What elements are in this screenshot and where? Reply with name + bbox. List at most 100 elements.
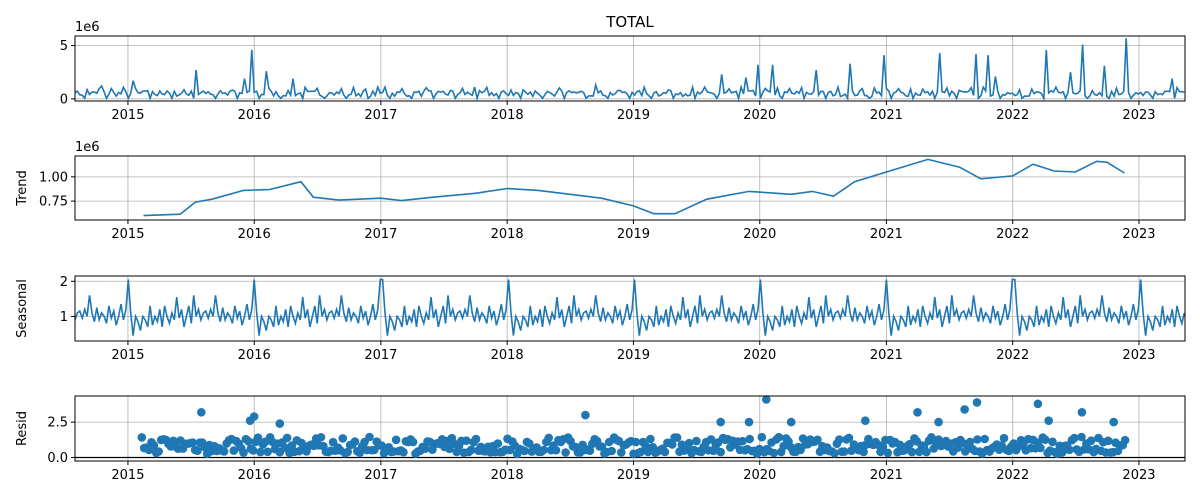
- resid-point: [769, 448, 779, 458]
- resid-point: [253, 433, 263, 443]
- resid-point: [219, 447, 229, 456]
- x-tick-label: 2023: [1122, 348, 1155, 363]
- y-axis-label: Resid: [15, 411, 30, 446]
- axes-frame: [74, 275, 1186, 342]
- resid-point: [907, 447, 917, 457]
- y-axis-label: Seasonal: [15, 279, 30, 338]
- x-tick-label: 2016: [238, 468, 271, 483]
- y-tick-label: 0.75: [39, 195, 68, 210]
- x-tick-label: 2019: [617, 468, 650, 483]
- x-tick-label: 2022: [996, 108, 1029, 123]
- x-tick-label: 2015: [111, 108, 144, 123]
- y-tick-label: 1: [60, 310, 68, 325]
- resid-point: [244, 437, 253, 446]
- x-tick-label: 2021: [870, 348, 903, 363]
- resid-point: [738, 436, 747, 446]
- x-tick-label: 2015: [111, 468, 144, 483]
- resid-point: [539, 445, 549, 455]
- x-tick-label: 2019: [617, 348, 650, 363]
- resid-point: [1065, 445, 1074, 455]
- resid-point: [188, 438, 197, 447]
- resid-point: [716, 447, 725, 457]
- x-tick-label: 2023: [1122, 227, 1155, 242]
- series-observed-line: [74, 38, 1185, 102]
- series-trend-line: [143, 158, 1125, 217]
- x-tick-label: 2017: [364, 227, 397, 242]
- x-tick-label: 2018: [491, 468, 524, 483]
- resid-point: [813, 435, 822, 445]
- resid-point: [256, 447, 265, 457]
- resid-point: [1036, 443, 1045, 453]
- x-tick-label: 2019: [617, 108, 650, 123]
- resid-point: [544, 433, 553, 443]
- x-tick-label: 2018: [491, 348, 524, 363]
- y-axis-label: Trend: [15, 170, 30, 207]
- x-tick-label: 2015: [111, 227, 144, 242]
- x-tick-label: 2021: [870, 108, 903, 123]
- x-tick-label: 2020: [743, 108, 776, 123]
- y-tick-label: 5: [60, 39, 68, 54]
- resid-point: [355, 448, 365, 458]
- resid-point: [338, 434, 348, 443]
- resid-point: [154, 447, 163, 456]
- resid-point: [197, 408, 206, 417]
- resid-point: [927, 433, 936, 442]
- resid-point: [905, 439, 914, 449]
- x-tick-label: 2020: [743, 348, 776, 363]
- y-offset-label: 1e6: [75, 20, 100, 35]
- y-tick-label: 0.0: [47, 451, 68, 466]
- resid-point: [1057, 448, 1067, 457]
- x-tick-label: 2023: [1122, 468, 1155, 483]
- resid-point: [607, 446, 616, 456]
- resid-point: [716, 417, 725, 427]
- resid-point: [1033, 399, 1043, 409]
- resid-point: [316, 433, 326, 442]
- resid-point: [239, 448, 248, 457]
- resid-point: [466, 445, 476, 455]
- panel-resid: 2015 2016 2017 2018 2019 2020 2021 2022 2023 0.0 2…: [15, 395, 1186, 483]
- x-tick-label: 2017: [364, 108, 397, 123]
- resid-point: [1120, 435, 1130, 445]
- y-tick-label: 0: [60, 92, 68, 107]
- resid-point: [980, 434, 989, 444]
- axes-frame: [74, 155, 1186, 221]
- axes-frame: [74, 395, 1186, 462]
- resid-point: [193, 446, 202, 456]
- resid-point: [1048, 437, 1057, 447]
- resid-point: [408, 437, 418, 447]
- resid-point: [774, 432, 784, 442]
- resid-point: [745, 434, 754, 444]
- resid-point: [391, 435, 401, 445]
- x-tick-label: 2019: [617, 227, 650, 242]
- resid-point: [399, 447, 408, 457]
- resid-point: [1070, 433, 1079, 443]
- resid-point: [420, 444, 430, 454]
- y-tick-label: 1.00: [39, 170, 68, 185]
- resid-point: [859, 447, 868, 457]
- resid-point: [706, 435, 716, 444]
- resid-point: [631, 437, 641, 447]
- resid-point: [585, 446, 595, 456]
- resid-point: [1044, 416, 1053, 426]
- resid-point: [520, 446, 529, 456]
- x-tick-label: 2015: [111, 348, 144, 363]
- resid-point: [137, 433, 147, 442]
- resid-point: [844, 433, 854, 443]
- resid-point: [646, 434, 655, 444]
- x-tick-label: 2017: [364, 468, 397, 483]
- resid-point: [861, 416, 870, 426]
- resid-point: [617, 448, 626, 457]
- resid-point: [350, 437, 360, 446]
- y-offset-label: 1e6: [75, 140, 100, 155]
- x-tick-label: 2022: [996, 227, 1029, 242]
- resid-point: [1077, 408, 1087, 417]
- x-tick-label: 2022: [996, 348, 1029, 363]
- resid-point: [551, 445, 561, 455]
- resid-point: [667, 440, 677, 449]
- resid-point: [922, 447, 931, 457]
- resid-point: [1077, 432, 1086, 442]
- panel-seasonal: 2015 2016 2017 2018 2019 2020 2021 2022 2023 1 2 Se…: [15, 275, 1186, 363]
- resid-point: [762, 395, 771, 404]
- x-tick-label: 2022: [996, 468, 1029, 483]
- resid-point: [786, 417, 796, 427]
